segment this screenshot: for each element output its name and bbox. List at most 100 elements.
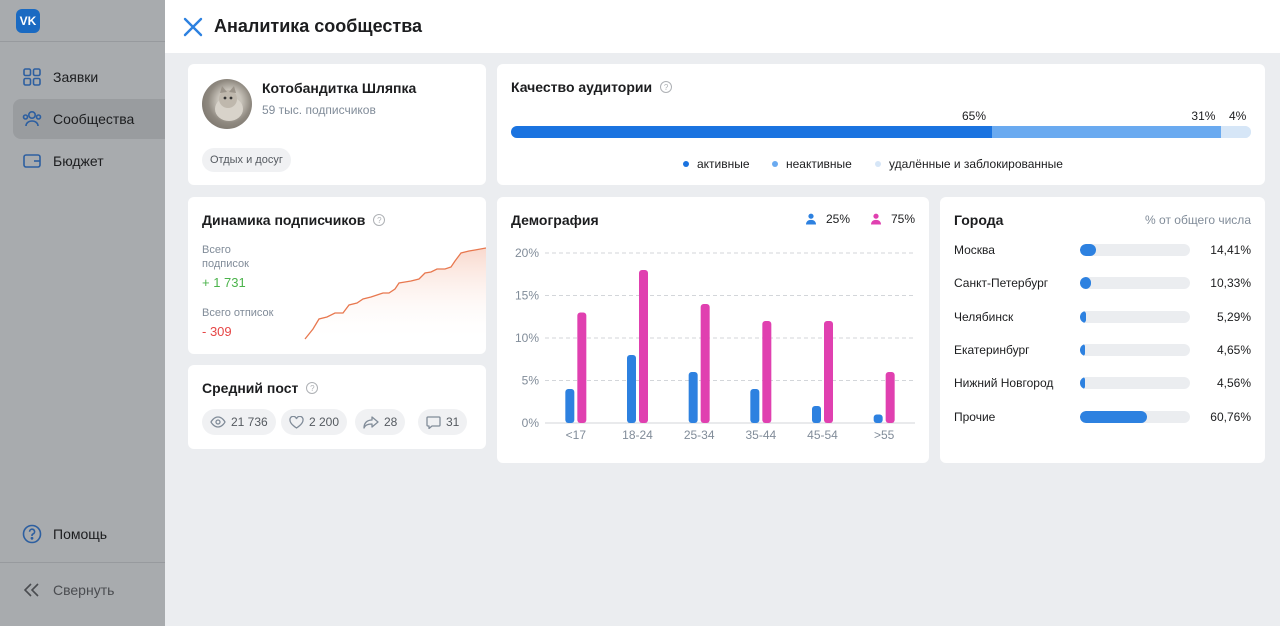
sidebar-item-label: Сообщества: [53, 111, 135, 127]
wallet-icon: [22, 151, 42, 171]
city-percent: 5,29%: [1216, 309, 1251, 324]
city-row: Нижний Новгород 4,56%: [954, 375, 1251, 391]
collapse-button[interactable]: Свернуть: [13, 570, 165, 610]
female-legend: 75%: [870, 212, 915, 226]
city-row: Прочие 60,76%: [954, 409, 1251, 425]
share-icon: [363, 415, 379, 429]
avg-post-title: Средний пост ?: [202, 380, 319, 396]
modal-header: Аналитика сообщества: [165, 0, 1280, 53]
city-bar: [1080, 244, 1190, 256]
x-tick-label: 18-24: [622, 428, 653, 442]
female-percent: 75%: [891, 212, 916, 226]
subscribers-sparkline: [304, 247, 486, 342]
legend-label: активные: [697, 157, 750, 171]
city-percent: 4,56%: [1216, 376, 1251, 391]
eye-icon: [210, 416, 226, 428]
total-unsubs-label: Всего отписок: [202, 307, 274, 319]
city-bar-fill: [1080, 310, 1086, 323]
female-bar-25-34[interactable]: [700, 304, 710, 423]
female-bar-18-24[interactable]: [639, 270, 648, 423]
avg-post-title-text: Средний пост: [202, 380, 299, 396]
dynamics-title: Динамика подписчиков ?: [202, 212, 386, 228]
community-name[interactable]: Котобандитка Шляпка: [262, 80, 417, 96]
sidebar-divider: [0, 41, 165, 42]
x-tick-label: 45-54: [807, 428, 838, 442]
average-post-card: Средний пост ? 21 736 2 200 28 31: [188, 365, 486, 449]
x-tick-label: >55: [874, 428, 895, 442]
modal-title: Аналитика сообщества: [214, 16, 423, 36]
male-bar-25-34[interactable]: [688, 372, 698, 423]
collapse-label: Свернуть: [53, 582, 115, 598]
x-tick-label: 35-44: [745, 428, 776, 442]
legend-inactive: неактивные: [772, 157, 852, 171]
female-bar-35-44[interactable]: [762, 321, 772, 423]
audience-quality-title: Качество аудитории ?: [511, 79, 673, 95]
heart-icon: [289, 415, 304, 429]
help-icon[interactable]: ?: [373, 214, 386, 226]
city-name: Санкт-Петербург: [954, 276, 1049, 291]
male-bar-18-24[interactable]: [627, 355, 636, 423]
community-avatar[interactable]: [202, 79, 252, 129]
analytics-modal: Аналитика сообщества Котобандитка Шляпка…: [165, 0, 1280, 626]
x-tick-label: <17: [566, 428, 587, 442]
cities-title: Города: [954, 212, 1004, 228]
sidebar-item-requests[interactable]: Заявки: [13, 57, 165, 97]
city-bar-fill: [1080, 244, 1096, 256]
community-subscribers: 59 тыс. подписчиков: [262, 103, 376, 117]
close-icon[interactable]: [182, 16, 204, 38]
total-unsubs-value: - 309: [202, 324, 232, 339]
sidebar-item-label: Заявки: [53, 69, 99, 85]
help-icon[interactable]: ?: [660, 81, 673, 93]
question-circle-icon: [22, 524, 42, 544]
comments-count: 31: [446, 415, 460, 429]
male-bar-<17[interactable]: [565, 389, 575, 423]
category-tag: Отдых и досуг: [202, 148, 291, 172]
male-person-icon: [806, 213, 816, 225]
shares-count: 28: [384, 415, 398, 429]
help-button[interactable]: Помощь: [13, 514, 165, 554]
y-tick-label: 0%: [522, 416, 540, 430]
city-percent: 60,76%: [1210, 409, 1251, 424]
city-name: Москва: [954, 243, 995, 257]
male-bar->55[interactable]: [873, 414, 883, 424]
likes-count: 2 200: [309, 415, 340, 429]
audience-quality-title-text: Качество аудитории: [511, 79, 653, 95]
vk-logo[interactable]: VK: [16, 9, 40, 33]
male-bar-45-54[interactable]: [812, 406, 821, 423]
likes-stat: 2 200: [281, 409, 348, 435]
city-row: Челябинск 5,29%: [954, 309, 1251, 325]
help-label: Помощь: [53, 526, 108, 542]
male-percent: 25%: [826, 212, 851, 226]
legend-dot: [683, 161, 689, 167]
sidebar-item-budget[interactable]: Бюджет: [13, 141, 165, 181]
grid-icon: [22, 67, 42, 87]
total-subs-value: + 1 731: [202, 275, 246, 290]
female-bar->55[interactable]: [885, 372, 895, 423]
sidebar-item-communities[interactable]: Сообщества: [13, 99, 165, 139]
city-bar-fill: [1080, 277, 1092, 290]
city-bar-fill: [1080, 377, 1086, 390]
city-bar: [1080, 277, 1190, 290]
help-icon[interactable]: ?: [306, 382, 319, 394]
city-percent: 4,65%: [1216, 342, 1251, 357]
city-row: Москва 14,41%: [954, 242, 1251, 258]
city-name: Екатеринбург: [954, 342, 1030, 357]
male-bar-35-44[interactable]: [750, 389, 760, 423]
cities-card: Города % от общего числа Москва 14,41% Сан…: [940, 197, 1265, 463]
views-stat: 21 736: [202, 409, 276, 435]
female-bar-<17[interactable]: [577, 312, 587, 424]
x-tick-label: 25-34: [684, 428, 715, 442]
female-bar-45-54[interactable]: [824, 321, 833, 423]
legend-deleted: удалённые и заблокированные: [875, 157, 1063, 171]
city-name: Прочие: [954, 409, 996, 424]
y-tick-label: 20%: [515, 246, 539, 260]
city-percent: 14,41%: [1210, 243, 1251, 257]
deleted-segment: [1221, 126, 1251, 138]
city-row: Екатеринбург 4,65%: [954, 342, 1251, 358]
demography-chart: 20% 15% 10% 5% 0% <17 18-24 25-34 35-44 45-54 >55: [515, 246, 915, 442]
city-percent: 10,33%: [1210, 276, 1251, 291]
sidebar-divider: [0, 562, 165, 563]
city-bar-fill: [1080, 410, 1147, 423]
comment-icon: [426, 415, 441, 429]
active-segment: [511, 126, 992, 138]
